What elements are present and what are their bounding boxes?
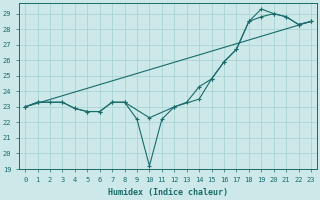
X-axis label: Humidex (Indice chaleur): Humidex (Indice chaleur) xyxy=(108,188,228,197)
